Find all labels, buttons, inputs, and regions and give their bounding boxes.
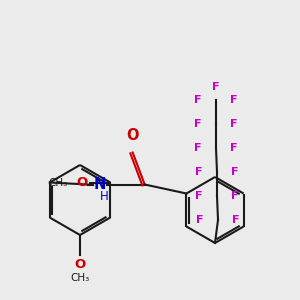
Text: O: O — [74, 258, 86, 271]
Text: F: F — [230, 143, 238, 153]
Text: F: F — [231, 167, 239, 177]
Text: F: F — [195, 167, 203, 177]
Text: O: O — [126, 128, 139, 142]
Text: H: H — [100, 190, 109, 203]
Text: F: F — [212, 82, 220, 92]
Text: F: F — [230, 119, 238, 129]
Text: CH₃: CH₃ — [70, 273, 90, 283]
Text: F: F — [230, 95, 238, 105]
Text: N: N — [94, 177, 106, 192]
Text: F: F — [194, 95, 202, 105]
Text: F: F — [194, 119, 202, 129]
Text: CH₃: CH₃ — [48, 178, 67, 188]
Text: F: F — [194, 143, 202, 153]
Text: F: F — [232, 215, 240, 225]
Text: F: F — [196, 215, 204, 225]
Text: O: O — [76, 176, 87, 189]
Text: F: F — [195, 191, 203, 201]
Text: F: F — [231, 191, 239, 201]
